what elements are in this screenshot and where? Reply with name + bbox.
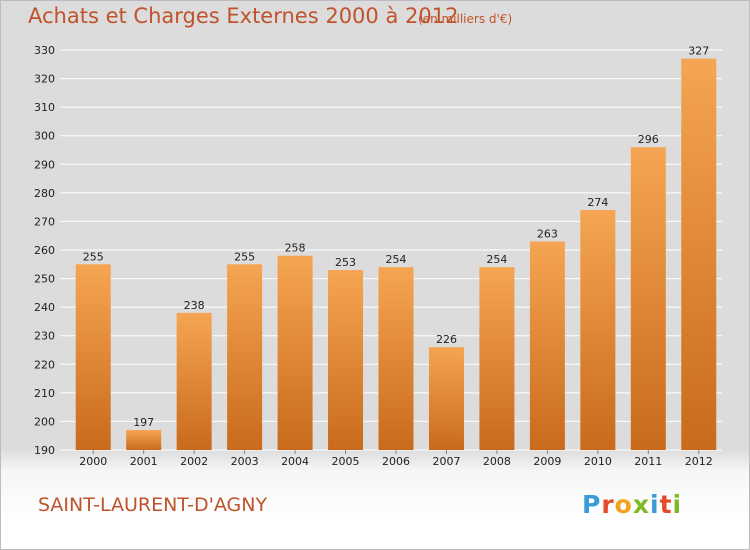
- y-axis-ticks: 190 200 210 220 230 240 250 260 270 280 290 300 310 3…: [34, 44, 55, 457]
- x-tick-label: 2006: [382, 455, 410, 468]
- y-tick-label: 270: [34, 215, 55, 228]
- y-tick-label: 320: [34, 73, 55, 86]
- data-label: 254: [386, 253, 407, 266]
- logo-letter: P: [582, 490, 602, 519]
- data-label: 327: [688, 45, 709, 58]
- x-tick-label: 2007: [432, 455, 460, 468]
- bar: [328, 270, 364, 450]
- y-tick-label: 260: [34, 244, 55, 257]
- x-tick-label: 2012: [685, 455, 713, 468]
- data-label: 197: [133, 416, 154, 429]
- y-tick-label: 250: [34, 273, 55, 286]
- y-tick-label: 240: [34, 301, 55, 314]
- x-tick-label: 2001: [130, 455, 158, 468]
- x-tick-label: 2008: [483, 455, 511, 468]
- data-label: 238: [184, 299, 205, 312]
- proxiti-logo: Proxiti: [582, 490, 682, 519]
- bar: [126, 430, 162, 450]
- y-tick-label: 290: [34, 158, 55, 171]
- bar: [277, 255, 313, 450]
- x-tick-label: 2011: [634, 455, 662, 468]
- bars: 255 197 238 255 258 253 254 226 254 263 274 296 327: [75, 45, 717, 450]
- x-tick-label: 2009: [533, 455, 561, 468]
- logo-letter: i: [650, 490, 660, 519]
- logo-letter: t: [659, 490, 673, 519]
- bar: [580, 210, 616, 450]
- data-label: 258: [285, 242, 306, 255]
- bar: [176, 312, 212, 450]
- bar: [479, 267, 515, 450]
- data-label: 254: [486, 253, 507, 266]
- y-tick-label: 310: [34, 101, 55, 114]
- y-tick-label: 300: [34, 130, 55, 143]
- y-tick-label: 220: [34, 358, 55, 371]
- bar: [75, 264, 111, 450]
- x-tick-label: 2005: [332, 455, 360, 468]
- chart-title: Achats et Charges Externes 2000 à 2012: [28, 4, 459, 28]
- data-label: 263: [537, 227, 558, 240]
- y-tick-label: 210: [34, 387, 55, 400]
- y-tick-label: 200: [34, 415, 55, 428]
- bar: [529, 241, 565, 450]
- x-tick-label: 2003: [231, 455, 259, 468]
- y-tick-label: 330: [34, 44, 55, 57]
- x-axis-ticks: 2000 2001 2002 2003 2004 2005 2006 2007 2008 2009…: [79, 450, 713, 468]
- bar: [227, 264, 263, 450]
- commune-name: SAINT-LAURENT-D'AGNY: [38, 494, 268, 516]
- logo-letter: o: [614, 490, 633, 519]
- data-label: 274: [587, 196, 608, 209]
- x-tick-label: 2010: [584, 455, 612, 468]
- x-tick-label: 2000: [79, 455, 107, 468]
- y-tick-label: 230: [34, 330, 55, 343]
- bar: [428, 347, 464, 450]
- y-tick-label: 280: [34, 187, 55, 200]
- data-label: 253: [335, 256, 356, 269]
- logo-letter: i: [672, 490, 683, 519]
- x-tick-label: 2004: [281, 455, 309, 468]
- data-label: 255: [234, 250, 255, 263]
- bar: [681, 58, 717, 450]
- data-label: 296: [638, 133, 659, 146]
- logo-letter: r: [601, 490, 615, 519]
- chart-subtitle: (en milliers d'€): [418, 12, 513, 26]
- logo-letter: x: [632, 490, 650, 519]
- bar: [378, 267, 414, 450]
- y-tick-label: 190: [34, 444, 55, 457]
- bar: [630, 147, 666, 450]
- data-label: 255: [83, 250, 104, 263]
- data-label: 226: [436, 333, 457, 346]
- x-tick-label: 2002: [180, 455, 208, 468]
